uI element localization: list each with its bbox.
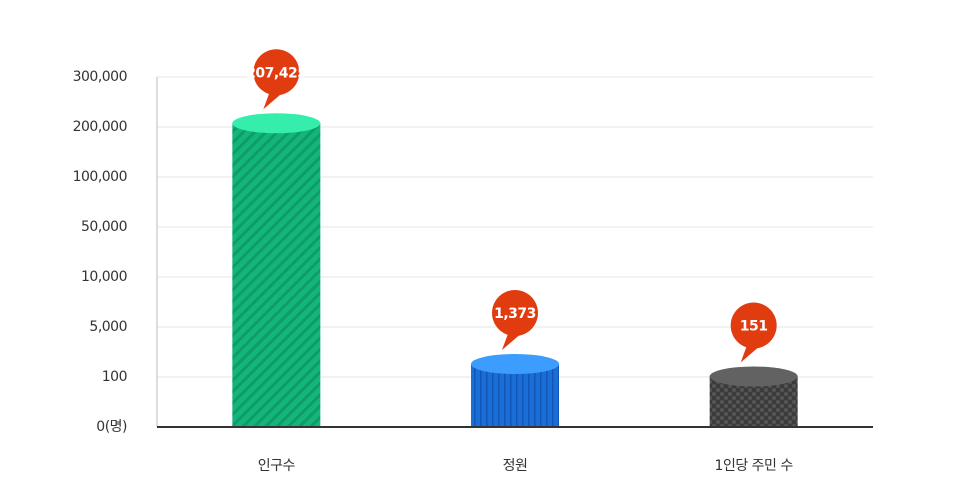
y-tick-label: 100,000: [73, 169, 127, 185]
value-label: 1,373: [494, 306, 536, 322]
callout: [492, 290, 538, 337]
y-tick-label: 100: [102, 369, 127, 385]
x-tick-label: 인구수: [258, 458, 296, 474]
x-tick-label: 정원: [503, 458, 528, 474]
y-tick-label: 300,000: [73, 69, 127, 85]
bar-top: [232, 113, 321, 134]
bar-top: [709, 366, 798, 387]
bar: [471, 364, 559, 427]
callout: [253, 49, 300, 96]
y-tick-label: 5,000: [89, 319, 127, 335]
y-tick-label: 200,000: [73, 119, 127, 135]
y-tick-label: 50,000: [81, 219, 127, 235]
x-tick-label: 1인당 주민 수: [715, 458, 794, 474]
y-tick-label: 10,000: [81, 269, 127, 285]
value-label: 151: [740, 318, 768, 334]
bar-top: [471, 354, 559, 375]
bar: [232, 123, 321, 427]
callout: [730, 302, 777, 349]
y-tick-label: 0(명): [96, 419, 127, 435]
value-label: 207,425: [246, 65, 306, 81]
